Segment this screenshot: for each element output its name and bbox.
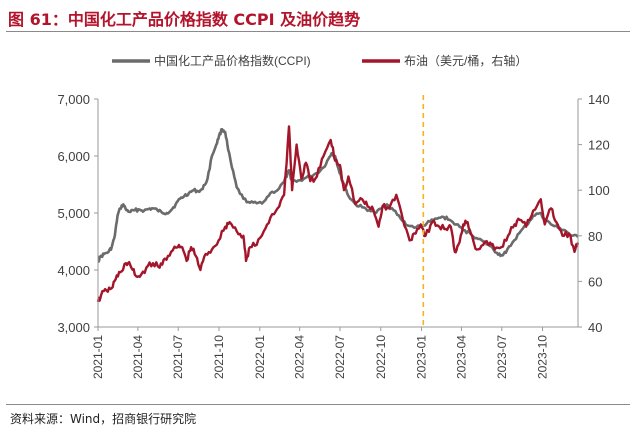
title-divider [6,31,630,32]
right-tick-label: 80 [588,229,602,244]
ccpi-line [97,127,579,263]
brent-line [96,125,580,303]
right-tick-label: 60 [588,274,602,289]
right-tick-label: 140 [588,92,610,107]
legend: 中国化工产品价格指数(CCPI) 布油（美元/桶，右轴） [112,53,527,68]
x-tick-label: 2021-01 [91,335,105,379]
x-tick-label: 2022-01 [253,335,267,379]
left-tick-label: 4,000 [57,263,90,278]
x-tick-label: 2022-04 [293,335,307,379]
x-tick-label: 2023-10 [536,335,550,379]
figure-title: 图 61：中国化工产品价格指数 CCPI 及油价趋势 [8,10,361,29]
x-tick-label: 2022-07 [333,335,347,379]
x-tick-label: 2022-10 [374,335,388,379]
x-tick-label: 2023-01 [415,335,429,379]
source-note: 资料来源：Wind，招商银行研究院 [10,412,197,426]
x-tick-label: 2023-07 [495,335,509,379]
right-tick-label: 100 [588,183,610,198]
legend-label-brent: 布油（美元/桶，右轴） [404,53,527,68]
x-tick-label: 2021-07 [171,335,185,379]
x-tick-label: 2023-04 [454,335,468,379]
footer-divider [6,404,630,405]
chart: 中国化工产品价格指数(CCPI) 布油（美元/桶，右轴） 3,000 4,000 5… [57,53,610,379]
x-tick-label: 2021-04 [131,335,145,379]
left-tick-label: 6,000 [57,149,90,164]
legend-label-ccpi: 中国化工产品价格指数(CCPI) [154,53,311,68]
left-tick-label: 7,000 [57,92,90,107]
left-tick-label: 3,000 [57,320,90,335]
x-tick-label: 2021-10 [212,335,226,379]
left-tick-label: 5,000 [57,206,90,221]
right-tick-label: 40 [588,320,602,335]
right-tick-label: 120 [588,138,610,153]
